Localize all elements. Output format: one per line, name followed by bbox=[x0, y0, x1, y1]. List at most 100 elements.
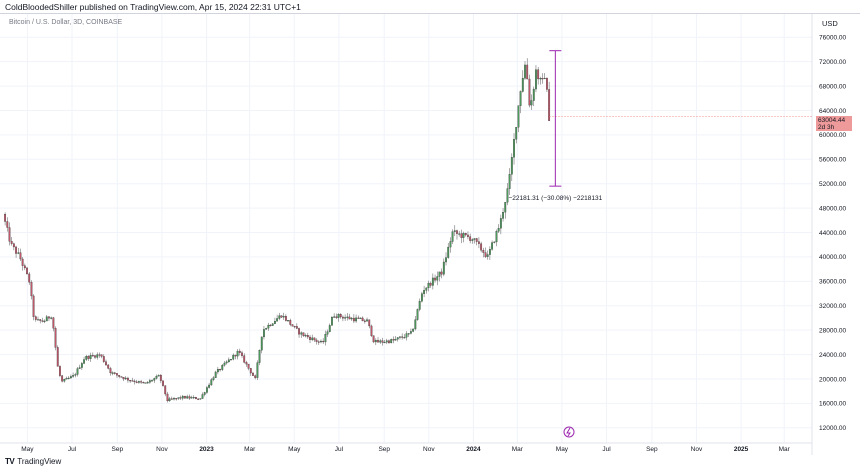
candle bbox=[100, 354, 103, 359]
price-range-measure[interactable]: −22181.31 (−30.08%) −2218131 bbox=[508, 50, 603, 202]
candle-body bbox=[543, 77, 546, 80]
candle bbox=[363, 318, 366, 324]
candle bbox=[295, 323, 298, 330]
candle-body bbox=[234, 354, 237, 357]
candle-body bbox=[252, 372, 254, 376]
candle-body bbox=[17, 252, 20, 254]
candle bbox=[32, 294, 35, 321]
candle-body bbox=[157, 374, 160, 377]
candle bbox=[124, 376, 127, 380]
candle bbox=[243, 353, 246, 364]
candle bbox=[530, 94, 533, 111]
candle-body bbox=[361, 317, 364, 322]
candle-body bbox=[34, 316, 37, 320]
candle-body bbox=[245, 362, 248, 365]
time-tick-label: Nov bbox=[423, 446, 435, 453]
candle-body bbox=[192, 397, 195, 399]
candle-body bbox=[269, 324, 272, 327]
candle-body bbox=[116, 373, 118, 376]
candle bbox=[208, 382, 211, 389]
candle bbox=[83, 356, 85, 365]
tradingview-footer[interactable]: TV TradingView bbox=[5, 457, 61, 466]
candle bbox=[506, 183, 509, 206]
candle-body bbox=[243, 355, 246, 363]
candle bbox=[164, 385, 167, 397]
candle-body bbox=[342, 316, 344, 319]
candle bbox=[186, 394, 189, 399]
time-axis[interactable]: May Jul Sep Nov 2023 Mar May Jul Sep Nov 2024 Mar Ma… bbox=[0, 442, 812, 453]
candle bbox=[52, 316, 55, 332]
candle bbox=[265, 327, 268, 330]
candle-body bbox=[546, 77, 548, 90]
grid-lines bbox=[0, 14, 812, 443]
candle bbox=[23, 263, 26, 271]
candle bbox=[407, 333, 410, 337]
candle-body bbox=[488, 249, 491, 255]
bar-countdown: 2d 3h bbox=[818, 123, 835, 131]
candle bbox=[43, 319, 46, 324]
candle-body bbox=[216, 369, 219, 373]
symbol-info[interactable]: Bitcoin / U.S. Dollar, 3D, COINBASE bbox=[9, 19, 123, 26]
candle-body bbox=[109, 368, 112, 374]
time-tick-label: Sep bbox=[646, 446, 658, 453]
candle-body bbox=[146, 382, 149, 384]
price-tick-label: 36000.00 bbox=[819, 279, 846, 286]
candle bbox=[488, 246, 491, 261]
candle-body bbox=[89, 355, 92, 359]
candle-body bbox=[21, 258, 24, 266]
candle-body bbox=[61, 375, 64, 382]
price-axis[interactable]: 12000.00 16000.00 20000.00 24000.00 28000.00… bbox=[811, 14, 846, 455]
candle-body bbox=[515, 127, 518, 140]
candle-body bbox=[181, 395, 184, 399]
candle-body bbox=[170, 398, 173, 400]
candle bbox=[210, 378, 213, 386]
candle bbox=[499, 214, 502, 235]
candle bbox=[65, 376, 68, 380]
candle-body bbox=[453, 230, 456, 232]
candle-body bbox=[133, 380, 136, 383]
candle-body bbox=[442, 261, 445, 275]
candle-body bbox=[168, 398, 171, 402]
candle-body bbox=[289, 320, 292, 325]
candle bbox=[10, 237, 13, 246]
candle bbox=[449, 237, 452, 253]
candle-body bbox=[311, 337, 314, 340]
candle-body bbox=[416, 309, 419, 320]
candle-body bbox=[32, 295, 35, 317]
candle bbox=[416, 308, 419, 321]
candle-body bbox=[122, 377, 125, 380]
event-marker-icon[interactable] bbox=[563, 426, 575, 438]
candle-body bbox=[287, 320, 289, 322]
candle-body bbox=[304, 335, 307, 337]
candle bbox=[6, 217, 9, 232]
time-tick-label: Mar bbox=[779, 446, 791, 453]
candle-body bbox=[205, 387, 208, 393]
currency-label[interactable]: USD bbox=[822, 19, 838, 28]
candle-body bbox=[431, 277, 434, 286]
candle-body bbox=[306, 335, 309, 338]
candle bbox=[300, 331, 303, 338]
chart-canvas[interactable]: −22181.31 (−30.08%) −2218131 12000.00 160… bbox=[0, 14, 860, 455]
candle-body bbox=[173, 398, 175, 400]
candle-body bbox=[392, 339, 395, 341]
candle bbox=[291, 324, 294, 327]
candle bbox=[298, 327, 300, 338]
time-tick-label: May bbox=[288, 446, 301, 453]
candle-body bbox=[410, 331, 412, 334]
candle bbox=[19, 248, 22, 261]
candle bbox=[438, 271, 441, 282]
candle-body bbox=[59, 366, 61, 376]
candle-body bbox=[475, 238, 478, 242]
candle-body bbox=[326, 331, 329, 335]
candle-body bbox=[372, 335, 375, 343]
candle-body bbox=[199, 398, 202, 400]
candle-body bbox=[241, 352, 243, 356]
candle bbox=[293, 325, 296, 329]
candle-body bbox=[48, 316, 50, 319]
candle-body bbox=[339, 313, 342, 318]
candle-body bbox=[144, 382, 147, 384]
candle bbox=[524, 61, 526, 80]
candle bbox=[192, 395, 195, 400]
candle bbox=[475, 237, 478, 246]
candle-body bbox=[137, 381, 140, 383]
